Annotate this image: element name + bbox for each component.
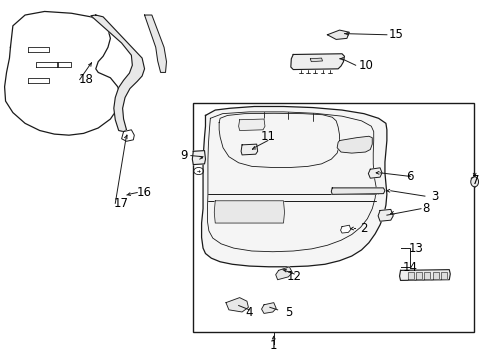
Polygon shape <box>432 272 438 279</box>
Text: 8: 8 <box>421 202 428 215</box>
Polygon shape <box>377 210 392 221</box>
Polygon shape <box>327 30 348 40</box>
Polygon shape <box>225 298 248 312</box>
Polygon shape <box>330 188 384 194</box>
Text: 10: 10 <box>358 59 373 72</box>
Polygon shape <box>57 62 71 67</box>
Polygon shape <box>144 15 166 72</box>
Polygon shape <box>27 78 49 83</box>
Text: 7: 7 <box>471 174 479 186</box>
Polygon shape <box>415 272 421 279</box>
Text: 18: 18 <box>79 73 93 86</box>
Polygon shape <box>201 107 386 267</box>
Polygon shape <box>310 58 322 62</box>
Text: 4: 4 <box>245 306 253 319</box>
Polygon shape <box>399 270 449 280</box>
Polygon shape <box>340 225 350 233</box>
Text: 16: 16 <box>137 186 152 199</box>
Polygon shape <box>214 201 284 223</box>
Text: 3: 3 <box>430 190 437 203</box>
Text: 11: 11 <box>260 130 275 144</box>
Text: 12: 12 <box>286 270 301 283</box>
Polygon shape <box>275 267 292 280</box>
Polygon shape <box>91 15 144 132</box>
Polygon shape <box>440 272 446 279</box>
Polygon shape <box>36 62 58 67</box>
Text: 13: 13 <box>408 242 423 255</box>
Ellipse shape <box>470 177 478 187</box>
Text: 17: 17 <box>114 197 129 210</box>
Text: 15: 15 <box>387 28 402 41</box>
Polygon shape <box>27 46 49 51</box>
Polygon shape <box>261 303 276 314</box>
Bar <box>193 103 473 332</box>
Polygon shape <box>241 144 257 155</box>
Polygon shape <box>122 130 134 141</box>
Polygon shape <box>367 168 381 178</box>
Text: 6: 6 <box>406 170 413 183</box>
Polygon shape <box>290 54 344 69</box>
Polygon shape <box>424 272 429 279</box>
Polygon shape <box>192 150 205 165</box>
Text: 2: 2 <box>360 222 367 235</box>
Polygon shape <box>4 12 120 135</box>
Text: 14: 14 <box>402 261 417 274</box>
Text: 5: 5 <box>284 306 291 319</box>
Polygon shape <box>238 119 264 131</box>
Text: 9: 9 <box>180 149 187 162</box>
Polygon shape <box>336 136 371 153</box>
Polygon shape <box>407 272 413 279</box>
Text: 1: 1 <box>269 339 277 352</box>
